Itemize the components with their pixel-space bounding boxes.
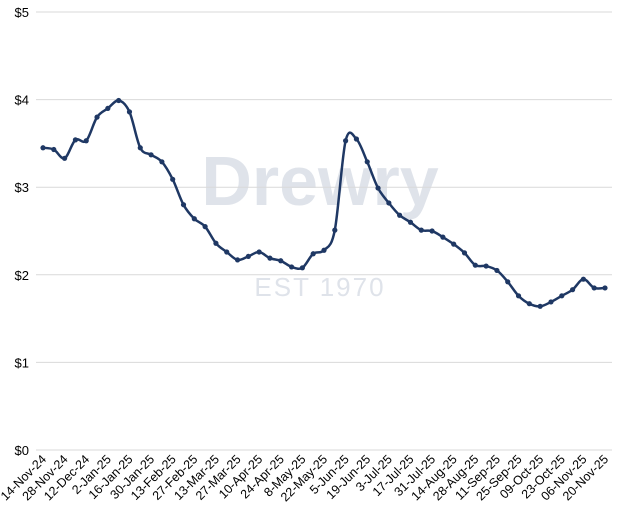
point [569, 287, 576, 293]
point [62, 155, 68, 161]
point [278, 258, 284, 264]
point [461, 250, 468, 256]
point [537, 303, 543, 309]
point [224, 249, 230, 255]
point [105, 105, 111, 111]
point [310, 251, 316, 257]
point [256, 249, 262, 255]
point [170, 176, 176, 182]
watermark: Drewry [201, 142, 438, 220]
point [321, 247, 327, 253]
y-tick-label: $5 [15, 5, 29, 20]
watermark-est: EST 1970 [254, 272, 385, 302]
point [353, 136, 360, 142]
point [332, 227, 338, 233]
point [591, 285, 597, 291]
point [483, 263, 489, 269]
point [126, 109, 133, 115]
y-tick-label: $3 [15, 180, 29, 195]
y-tick-label: $0 [15, 443, 29, 458]
point [213, 240, 219, 246]
point [515, 293, 522, 299]
point [116, 97, 122, 104]
point [343, 138, 349, 144]
point [148, 152, 154, 158]
point [137, 145, 143, 151]
point [602, 285, 608, 291]
point [451, 241, 457, 247]
point [245, 253, 251, 260]
point [375, 185, 381, 191]
point [559, 293, 565, 299]
point [494, 267, 500, 274]
point [267, 255, 273, 261]
point [83, 138, 89, 144]
point [72, 137, 79, 143]
point [526, 301, 532, 307]
point [397, 212, 403, 218]
point [440, 234, 446, 240]
point [505, 279, 511, 285]
point [472, 262, 478, 268]
point [429, 228, 435, 234]
point [40, 145, 46, 151]
point [580, 276, 586, 282]
point [288, 264, 295, 270]
point [234, 257, 241, 263]
point [191, 216, 197, 222]
point [51, 146, 57, 153]
point [299, 265, 305, 271]
point [94, 114, 100, 120]
point [202, 224, 208, 230]
point [159, 159, 165, 165]
point [418, 227, 424, 233]
point [548, 299, 554, 305]
point [407, 219, 414, 225]
point [180, 202, 187, 208]
y-tick-label: $2 [15, 268, 29, 283]
y-tick-label: $1 [15, 355, 29, 370]
point [386, 200, 392, 206]
point [364, 159, 370, 165]
y-tick-label: $4 [15, 93, 29, 108]
